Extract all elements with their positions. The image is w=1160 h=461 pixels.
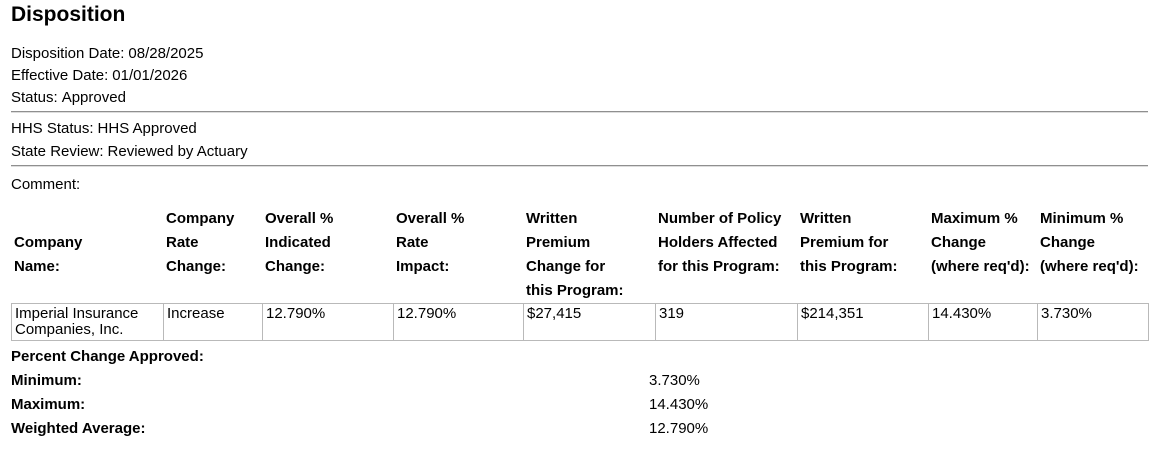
- disposition-summary: Disposition Date: 08/28/2025 Effective Da…: [11, 43, 1148, 109]
- col-header-overall-rate-impact: Overall % Rate Impact:: [396, 210, 465, 275]
- rate-table: Imperial Insurance Companies, Inc. Incre…: [11, 303, 1149, 341]
- col-header-minimum-change: Minimum % Change (where req'd):: [1040, 210, 1139, 275]
- page-title: Disposition: [11, 3, 126, 26]
- rate-table-header-row: Company Name: Company Rate Change: Overa…: [11, 207, 1148, 303]
- review-summary: HHS Status: HHS Approved State Review: Rev…: [11, 117, 1148, 163]
- cell-written-premium: $214,351: [797, 303, 929, 341]
- status-value: Approved: [61, 89, 126, 106]
- weighted-average-label: Weighted Average:: [11, 420, 146, 437]
- cell-written-premium-change: $27,415: [523, 303, 656, 341]
- col-header-overall-indicated-change: Overall % Indicated Change:: [265, 210, 334, 275]
- hhs-status-label: HHS Status:: [11, 120, 94, 137]
- cell-overall-indicated-change: 12.790%: [262, 303, 394, 341]
- cell-company-name: Imperial Insurance Companies, Inc.: [11, 303, 164, 341]
- table-row: Imperial Insurance Companies, Inc. Incre…: [11, 303, 1149, 341]
- col-header-policy-holders-affected: Number of Policy Holders Affected for th…: [658, 210, 782, 275]
- minimum-row: Minimum: 3.730%: [11, 369, 1148, 393]
- disposition-page: Disposition Disposition Date: 08/28/2025 …: [11, 3, 1149, 441]
- col-header-written-premium-change: Written Premium Change for this Program:: [526, 210, 624, 299]
- divider: [11, 111, 1148, 113]
- weighted-average-value: 12.790%: [649, 420, 709, 437]
- effective-date-value: 01/01/2026: [112, 67, 188, 84]
- effective-date-label: Effective Date:: [11, 67, 109, 84]
- weighted-average-row: Weighted Average: 12.790%: [11, 417, 1148, 441]
- percent-change-approved-section: Percent Change Approved: Minimum: 3.730% …: [11, 345, 1148, 441]
- col-header-written-premium: Written Premium for this Program:: [800, 210, 898, 275]
- comment-row: Comment:: [11, 173, 1148, 197]
- effective-date-row: Effective Date: 01/01/2026: [11, 65, 1148, 87]
- col-header-company-name: Company Name:: [14, 234, 83, 275]
- minimum-label: Minimum:: [11, 372, 82, 389]
- state-review-value: Reviewed by Actuary: [107, 143, 248, 160]
- cell-company-rate-change: Increase: [163, 303, 263, 341]
- percent-change-approved-heading: Percent Change Approved:: [11, 348, 204, 365]
- status-row: Status: Approved: [11, 87, 1148, 109]
- minimum-value: 3.730%: [649, 372, 700, 389]
- cell-minimum-change: 3.730%: [1037, 303, 1149, 341]
- maximum-value: 14.430%: [649, 396, 709, 413]
- maximum-row: Maximum: 14.430%: [11, 393, 1148, 417]
- comment-label: Comment:: [11, 176, 81, 193]
- hhs-status-value: HHS Approved: [97, 120, 197, 137]
- cell-maximum-change: 14.430%: [928, 303, 1038, 341]
- maximum-label: Maximum:: [11, 396, 86, 413]
- disposition-date-row: Disposition Date: 08/28/2025: [11, 43, 1148, 65]
- cell-overall-rate-impact: 12.790%: [393, 303, 524, 341]
- hhs-status-row: HHS Status: HHS Approved: [11, 117, 1148, 140]
- state-review-label: State Review:: [11, 143, 104, 160]
- divider: [11, 165, 1148, 167]
- cell-policy-holders-affected: 319: [655, 303, 798, 341]
- col-header-maximum-change: Maximum % Change (where req'd):: [931, 210, 1030, 275]
- status-label: Status:: [11, 89, 58, 106]
- col-header-company-rate-change: Company Rate Change:: [166, 210, 235, 275]
- disposition-date-value: 08/28/2025: [128, 45, 204, 62]
- state-review-row: State Review: Reviewed by Actuary: [11, 140, 1148, 163]
- disposition-date-label: Disposition Date:: [11, 45, 125, 62]
